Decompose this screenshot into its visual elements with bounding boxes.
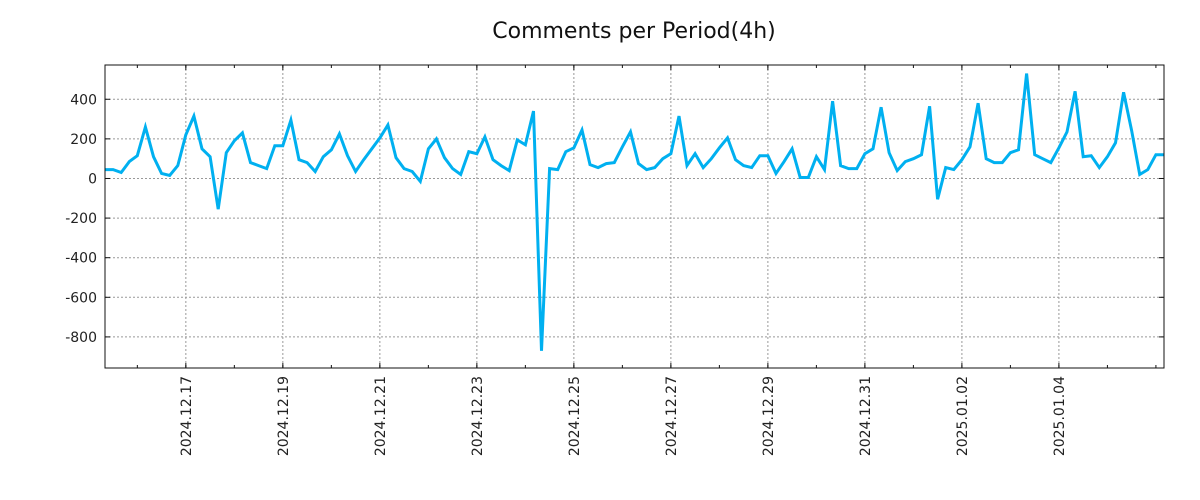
chart-title: Comments per Period(4h) xyxy=(492,19,776,44)
series-line-comments xyxy=(105,73,1164,351)
x-tick-label: 2024.12.31 xyxy=(858,376,874,456)
x-tick-label: 2025.01.02 xyxy=(955,376,971,456)
y-tick-label: -800 xyxy=(65,330,97,346)
y-tick-label: -200 xyxy=(65,211,97,227)
x-tick-label: 2025.01.04 xyxy=(1052,376,1068,456)
x-tick-label: 2024.12.29 xyxy=(761,376,777,456)
y-tick-label: 0 xyxy=(88,171,97,187)
x-tick-label: 2024.12.27 xyxy=(664,376,680,456)
y-axis: 400 200 0 -200 -400 -600 -800 xyxy=(65,92,1164,346)
x-tick-label: 2024.12.19 xyxy=(276,376,292,456)
x-tick-label: 2024.12.23 xyxy=(470,376,486,456)
x-axis: 2024.12.17 2024.12.19 2024.12.21 2024.12.23… xyxy=(136,65,1157,456)
y-tick-label: 400 xyxy=(70,92,97,108)
x-tick-label: 2024.12.17 xyxy=(179,376,195,456)
plot-frame xyxy=(104,64,1165,369)
x-tick-label: 2024.12.25 xyxy=(567,376,583,456)
y-tick-label: -600 xyxy=(65,290,97,306)
y-tick-label: 200 xyxy=(70,132,97,148)
y-tick-label: -400 xyxy=(65,251,97,267)
x-tick-label: 2024.12.21 xyxy=(373,376,389,456)
grid xyxy=(105,65,1164,368)
